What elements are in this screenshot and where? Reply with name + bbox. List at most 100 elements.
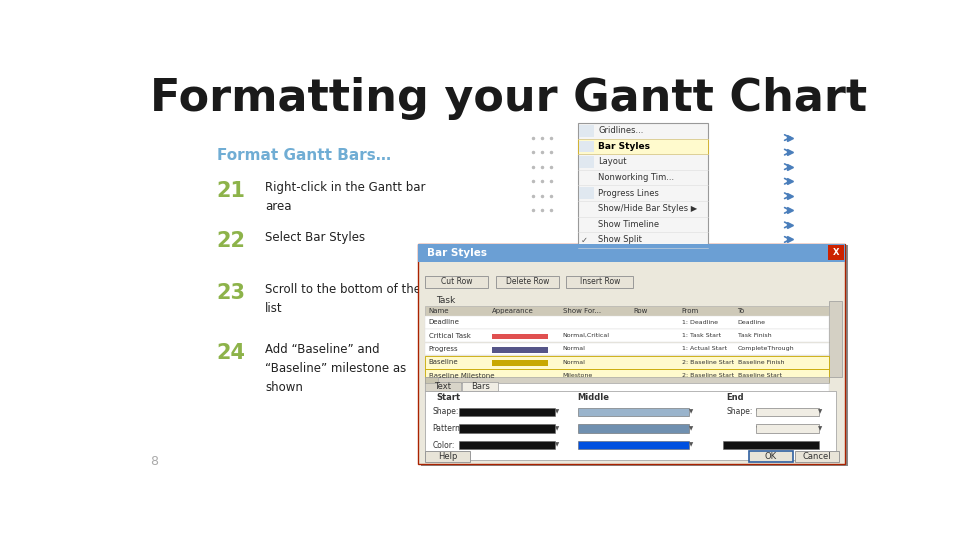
Text: ▼: ▼ [555,409,560,415]
FancyBboxPatch shape [418,244,846,262]
FancyBboxPatch shape [425,275,489,288]
Text: 23: 23 [217,283,246,303]
FancyBboxPatch shape [425,382,461,391]
FancyBboxPatch shape [578,441,689,449]
FancyBboxPatch shape [425,377,829,383]
FancyBboxPatch shape [425,369,829,382]
FancyBboxPatch shape [425,451,469,462]
FancyBboxPatch shape [425,343,829,355]
FancyBboxPatch shape [566,275,634,288]
Text: Deadline: Deadline [429,319,460,326]
FancyBboxPatch shape [459,424,555,433]
Text: Baseline Start: Baseline Start [737,373,781,378]
Text: Text: Text [434,382,451,391]
Text: Right-click in the Gantt bar
area: Right-click in the Gantt bar area [265,181,425,213]
Text: Shape:: Shape: [727,408,753,416]
Text: Help: Help [438,452,457,461]
FancyBboxPatch shape [495,275,559,288]
FancyBboxPatch shape [425,383,829,395]
FancyBboxPatch shape [425,396,829,408]
Text: Show/Hide Bar Styles ▶: Show/Hide Bar Styles ▶ [598,204,698,213]
Text: 2: Baseline Start: 2: Baseline Start [682,373,733,378]
Text: ▼: ▼ [555,426,560,431]
Text: 21: 21 [217,181,246,201]
Text: Progress Lines: Progress Lines [598,188,660,198]
FancyBboxPatch shape [425,391,836,460]
Text: Normal: Normal [563,347,586,352]
Text: 1: Task Start: 1: Task Start [682,333,721,338]
FancyBboxPatch shape [425,306,829,316]
Text: 1: Actual Start: 1: Actual Start [682,347,727,352]
Text: Add “Baseline” and
“Baseline” milestone as
shown: Add “Baseline” and “Baseline” milestone … [265,343,406,394]
Text: Select Bar Styles: Select Bar Styles [265,231,365,244]
FancyBboxPatch shape [492,347,548,353]
FancyBboxPatch shape [749,451,793,462]
FancyBboxPatch shape [425,329,829,342]
Text: Baseline: Baseline [429,359,458,365]
Text: ▼: ▼ [818,409,822,415]
FancyBboxPatch shape [459,441,555,449]
Text: From: From [682,308,699,314]
FancyBboxPatch shape [463,382,498,391]
Text: Show Split: Show Split [598,235,642,245]
Text: Cancel: Cancel [803,452,831,461]
Text: 24: 24 [217,343,246,363]
Text: Middle: Middle [578,393,610,402]
Text: Format Gantt Bars…: Format Gantt Bars… [217,148,391,163]
Text: Baseline Finish: Baseline Finish [737,360,784,365]
Text: End: End [727,393,744,402]
Text: ▼: ▼ [756,426,760,431]
FancyBboxPatch shape [795,451,839,462]
FancyBboxPatch shape [578,424,689,433]
Text: 8: 8 [150,455,157,468]
Text: 1: Deadline: 1: Deadline [682,320,718,325]
Text: Insert Row: Insert Row [580,278,620,286]
Text: Bars: Bars [470,382,490,391]
Text: ▼: ▼ [818,426,822,431]
Text: Shape:: Shape: [432,408,459,416]
Text: Formatting your Gantt Chart: Formatting your Gantt Chart [150,77,867,120]
FancyBboxPatch shape [723,441,820,449]
FancyBboxPatch shape [578,139,708,154]
FancyBboxPatch shape [579,141,594,152]
Text: ▼: ▼ [689,426,693,431]
Text: Delete Row: Delete Row [506,278,549,286]
Text: Normal,Critical: Normal,Critical [563,333,610,338]
Text: ✓: ✓ [581,235,588,245]
FancyBboxPatch shape [579,156,594,168]
Text: Baseline Milestone: Baseline Milestone [429,373,494,379]
FancyBboxPatch shape [579,125,594,137]
Text: Milestone: Milestone [563,373,593,378]
Text: Gridlines...: Gridlines... [598,126,644,136]
FancyBboxPatch shape [425,316,829,329]
Text: ▼: ▼ [689,443,693,448]
Text: 2: Baseline Start: 2: Baseline Start [682,360,733,365]
Text: Row: Row [634,308,648,314]
Text: Nonworking Tim...: Nonworking Tim... [598,173,675,182]
Text: Normal: Normal [563,360,586,365]
FancyBboxPatch shape [492,334,548,340]
Text: Progress: Progress [429,346,458,352]
Text: Task Finish: Task Finish [737,333,771,338]
Text: Cut Row: Cut Row [441,278,472,286]
Text: Bar Styles: Bar Styles [426,248,487,258]
Text: Show Timeline: Show Timeline [598,220,660,229]
FancyBboxPatch shape [828,245,844,260]
Text: Color:: Color: [432,441,455,450]
Text: ▼: ▼ [689,409,693,415]
FancyBboxPatch shape [579,187,594,199]
Text: Scroll to the bottom of the
list: Scroll to the bottom of the list [265,283,421,315]
FancyBboxPatch shape [578,123,708,248]
Text: To: To [737,308,745,314]
FancyBboxPatch shape [420,245,849,465]
Text: Bar Styles: Bar Styles [598,142,650,151]
Text: ▼: ▼ [555,443,560,448]
FancyBboxPatch shape [425,409,829,422]
FancyBboxPatch shape [756,408,820,416]
Text: Appearance: Appearance [492,308,534,314]
Text: X: X [832,248,839,257]
Text: Start: Start [436,393,461,402]
FancyBboxPatch shape [425,377,439,383]
FancyBboxPatch shape [459,408,555,416]
FancyBboxPatch shape [418,244,846,464]
